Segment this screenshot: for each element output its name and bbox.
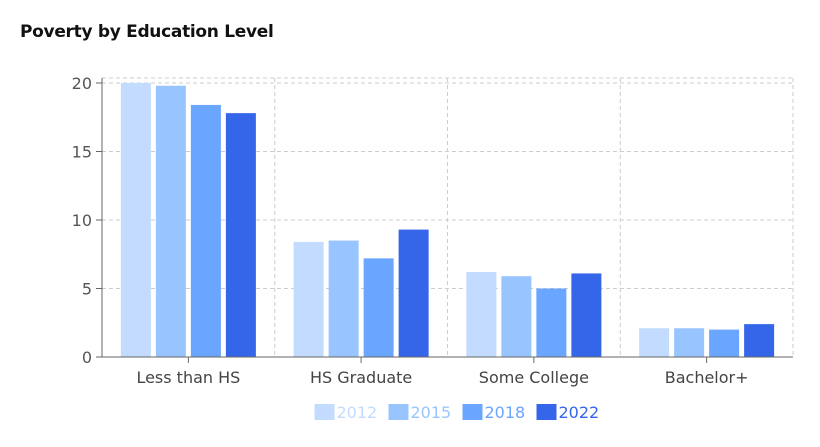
- bar: [674, 328, 705, 357]
- legend-item[interactable]: 2022: [536, 403, 600, 422]
- chart-title: Poverty by Education Level: [20, 22, 274, 42]
- bar: [571, 273, 602, 357]
- legend-swatch: [388, 404, 409, 420]
- legend-swatch: [314, 404, 335, 420]
- bar: [709, 329, 740, 357]
- bar: [225, 113, 256, 357]
- legend-swatch: [536, 404, 557, 420]
- x-category-label: Less than HS: [136, 368, 240, 387]
- bar: [639, 328, 670, 357]
- legend-label: 2012: [337, 403, 378, 422]
- legend-swatch: [462, 404, 483, 420]
- grid-lines: [102, 77, 794, 357]
- bar: [466, 272, 497, 357]
- legend: 2012 2015 2018 2022: [314, 403, 600, 422]
- y-tick-label: 0: [82, 348, 92, 367]
- bar: [293, 241, 324, 357]
- bars: [120, 83, 775, 358]
- y-tick-labels: 0 5 10 15 20: [72, 74, 92, 367]
- bar: [120, 83, 151, 357]
- legend-item[interactable]: 2018: [462, 403, 526, 422]
- bar: [398, 229, 429, 357]
- bar: [744, 324, 775, 357]
- bar: [536, 288, 567, 357]
- legend-item[interactable]: 2012: [314, 403, 378, 422]
- x-category-label: Bachelor+: [665, 368, 749, 387]
- legend-item[interactable]: 2015: [388, 403, 452, 422]
- bar: [155, 85, 186, 358]
- y-tick-label: 5: [82, 280, 92, 299]
- x-category-labels: Less than HS HS Graduate Some College Bache…: [136, 368, 748, 387]
- x-category-label: Some College: [479, 368, 589, 387]
- axes: [96, 78, 793, 363]
- bar: [190, 104, 221, 357]
- y-tick-label: 10: [72, 211, 92, 230]
- legend-label: 2018: [485, 403, 526, 422]
- y-tick-label: 15: [72, 143, 92, 162]
- y-tick-label: 20: [72, 74, 92, 93]
- legend-label: 2022: [559, 403, 600, 422]
- bar: [363, 258, 394, 357]
- legend-label: 2015: [411, 403, 452, 422]
- bar: [328, 240, 359, 357]
- bar: [501, 276, 532, 357]
- x-category-label: HS Graduate: [310, 368, 412, 387]
